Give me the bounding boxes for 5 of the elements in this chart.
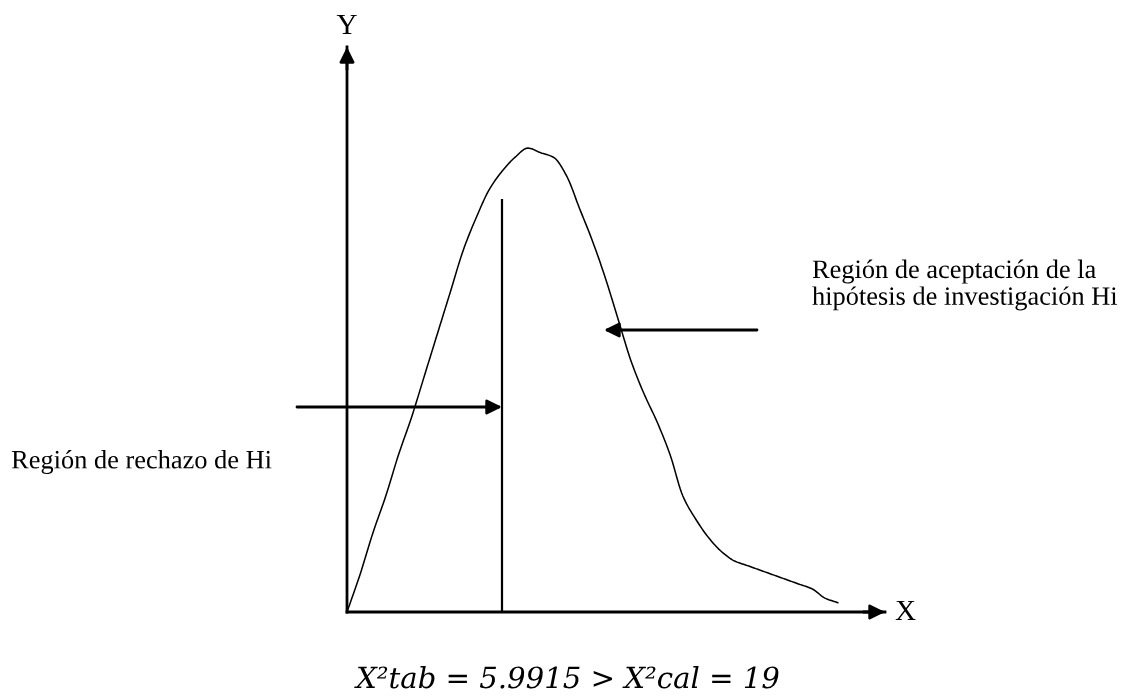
y-axis-title: Y [336,14,357,35]
x-axis-title: X [895,600,916,621]
text: Región de rechazo de Hi [11,449,272,475]
annotation: Región de aceptación de la hipótesis de investigación Hi [812,259,1118,311]
text: X²tab = 5.9915 > X²cal = 19 [354,665,779,689]
